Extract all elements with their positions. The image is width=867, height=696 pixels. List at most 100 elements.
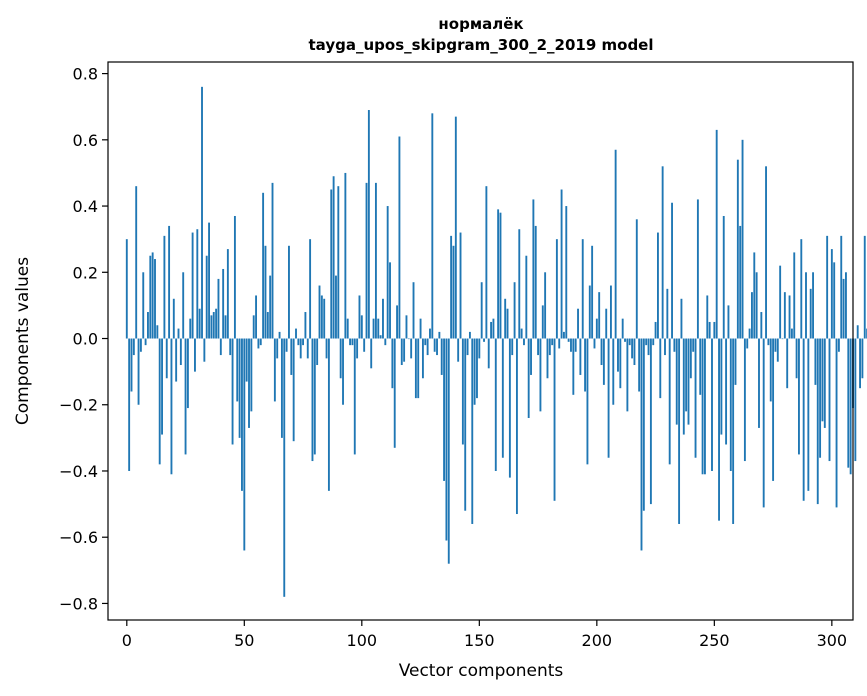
- bar: [802, 338, 805, 501]
- bar: [447, 338, 450, 564]
- bar: [436, 338, 438, 356]
- bar: [154, 259, 156, 339]
- bar: [781, 338, 784, 340]
- bar: [515, 338, 518, 515]
- bar: [182, 272, 185, 339]
- bar: [139, 338, 142, 352]
- bar: [668, 338, 671, 465]
- bar: [675, 338, 678, 425]
- bar: [711, 338, 713, 471]
- bar: [755, 272, 758, 339]
- bar: [849, 338, 852, 475]
- bar: [487, 338, 490, 369]
- bar: [273, 338, 276, 402]
- bar: [374, 182, 377, 339]
- bar: [553, 338, 556, 501]
- bar: [130, 338, 133, 392]
- bar: [501, 338, 504, 458]
- bar: [389, 262, 391, 339]
- bar: [856, 325, 859, 339]
- bar: [607, 338, 610, 458]
- bar: [241, 338, 243, 491]
- y-tick-label: 0.2: [73, 263, 98, 282]
- bar: [396, 305, 399, 339]
- bar: [424, 338, 427, 346]
- bar: [863, 235, 866, 339]
- bar: [184, 338, 187, 455]
- bar: [429, 328, 431, 339]
- bar: [624, 338, 626, 342]
- bar: [478, 338, 481, 359]
- bar: [149, 255, 152, 339]
- bar: [299, 338, 302, 359]
- bar: [821, 338, 824, 422]
- bar: [617, 338, 619, 372]
- bar: [170, 338, 173, 475]
- bar: [302, 338, 304, 346]
- bar: [746, 338, 749, 349]
- bar: [464, 338, 467, 511]
- bar: [393, 338, 396, 448]
- bar: [205, 255, 208, 339]
- bar: [628, 338, 631, 346]
- bar: [572, 338, 575, 395]
- bar: [158, 338, 161, 465]
- bar: [765, 166, 767, 339]
- bar: [692, 338, 695, 352]
- bar: [631, 338, 634, 359]
- bar: [330, 189, 333, 339]
- bar: [250, 338, 253, 412]
- bar: [222, 268, 225, 339]
- bar: [203, 338, 206, 362]
- bar: [511, 338, 514, 356]
- bar: [278, 331, 281, 339]
- bar: [555, 239, 558, 339]
- bar: [365, 182, 368, 339]
- bar: [276, 338, 279, 359]
- bar: [360, 315, 363, 339]
- bar: [666, 288, 669, 339]
- bar: [292, 338, 295, 442]
- bar: [584, 338, 587, 392]
- bar: [619, 338, 622, 389]
- bar: [743, 338, 746, 462]
- bar: [830, 249, 833, 339]
- bars-group: [125, 86, 867, 597]
- bar: [494, 338, 497, 471]
- bar: [685, 338, 688, 412]
- bar: [506, 308, 509, 339]
- bar: [722, 215, 725, 339]
- bar: [701, 338, 704, 475]
- x-tick-label: 0: [122, 631, 132, 650]
- bar: [125, 239, 128, 339]
- bar: [483, 338, 485, 342]
- plot-frame: [107, 61, 854, 621]
- bar: [713, 321, 716, 339]
- bar: [532, 199, 535, 339]
- bar: [135, 186, 138, 339]
- x-tick-label: 200: [582, 631, 613, 650]
- bar: [386, 206, 389, 339]
- bar: [539, 338, 542, 412]
- bar: [661, 166, 664, 339]
- bar: [751, 292, 753, 339]
- bar: [715, 129, 718, 339]
- bar: [344, 172, 347, 339]
- bar: [480, 282, 483, 339]
- bar: [645, 338, 648, 346]
- bar: [295, 328, 297, 339]
- bar: [168, 225, 171, 339]
- y-tick-label: −0.8: [59, 594, 98, 613]
- bar: [626, 338, 629, 412]
- bar: [567, 338, 570, 342]
- bar: [758, 338, 760, 428]
- bar: [609, 285, 612, 339]
- bar: [835, 338, 838, 508]
- bar: [798, 338, 800, 455]
- x-tick-label: 150: [464, 631, 495, 650]
- bar: [706, 295, 709, 339]
- bar: [842, 278, 845, 339]
- bar: [497, 209, 500, 339]
- bar: [243, 338, 246, 551]
